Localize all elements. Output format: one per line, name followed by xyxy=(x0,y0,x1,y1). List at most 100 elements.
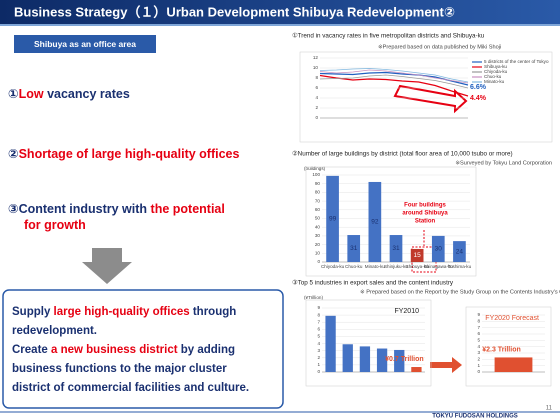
y-tick-label: 0 xyxy=(315,115,318,120)
panel-label: FY2020 Forecast xyxy=(485,315,539,322)
summary-text: Supply large high-quality offices throug… xyxy=(12,306,236,318)
plot-frame xyxy=(305,299,432,387)
y-tick-label: 6 xyxy=(315,85,318,90)
bar xyxy=(359,346,371,372)
y-axis-label: (buildings) xyxy=(304,166,326,171)
y-tick-label: 60 xyxy=(315,207,321,212)
y-tick-label: 12 xyxy=(313,55,319,60)
x-tick-label: Chiyoda-ku xyxy=(321,264,345,269)
y-tick-label: 30 xyxy=(315,233,321,238)
summary-text: redevelopment. xyxy=(12,325,97,337)
y-tick-label: 2 xyxy=(477,357,480,362)
chart-note: ※ Prepared based on the Report by the St… xyxy=(360,289,560,295)
text-run: ② xyxy=(8,147,19,161)
bar xyxy=(342,344,353,372)
y-tick-label: 70 xyxy=(315,198,321,203)
y-tick-label: 3 xyxy=(317,348,320,353)
y-tick-label: 7 xyxy=(317,319,320,324)
text-run: Low xyxy=(19,87,44,101)
point-text: ②Shortage of large high-quality offices xyxy=(8,147,239,161)
y-tick-label: 3 xyxy=(477,350,480,355)
summary-text: business functions to the major cluster xyxy=(12,363,227,375)
y-tick-label: 90 xyxy=(315,181,321,186)
data-label: ¥2.3 Trillion xyxy=(482,346,521,353)
text-run: Create xyxy=(12,344,51,356)
text-run: vacancy rates xyxy=(44,87,130,101)
header-rule xyxy=(0,24,560,26)
text-run: ① xyxy=(8,87,19,101)
text-run: for growth xyxy=(24,218,86,232)
panel-label: FY2010 xyxy=(394,308,419,315)
text-run: through xyxy=(190,306,237,318)
y-tick-label: 8 xyxy=(315,75,318,80)
data-label: 99 xyxy=(329,216,337,223)
legend-label: 5 districts of the center of Tokyo xyxy=(484,59,549,64)
y-tick-label: 1 xyxy=(477,363,480,368)
y-tick-label: 7 xyxy=(477,325,480,330)
summary-box xyxy=(2,289,284,409)
bar xyxy=(394,349,405,372)
y-tick-label: 6 xyxy=(317,327,320,332)
y-tick-label: 9 xyxy=(477,312,480,317)
plot-frame xyxy=(465,306,552,387)
title: Business Strategy（１）Urban Development Sh… xyxy=(14,4,455,19)
legend-label: Shibuya-ku xyxy=(484,64,507,69)
x-tick-label: Minato-ku xyxy=(365,264,386,269)
annotation: Station xyxy=(415,219,436,225)
series-line xyxy=(319,74,469,89)
text-run: Supply xyxy=(12,306,54,318)
series-line xyxy=(319,74,469,97)
tag-box xyxy=(14,35,156,53)
down-arrow xyxy=(82,248,132,284)
series-line xyxy=(319,68,469,83)
annotation: around Shibuya xyxy=(402,211,448,217)
bar xyxy=(376,348,388,372)
x-tick-label: Chuo-ku xyxy=(345,264,363,269)
y-tick-label: 40 xyxy=(315,224,321,229)
trend-arrow xyxy=(393,84,468,114)
summary-text: Create a new business district by adding xyxy=(12,344,235,356)
spacer xyxy=(427,310,437,328)
y-tick-label: 50 xyxy=(315,216,321,221)
chart-title: ②Number of large buildings by district (… xyxy=(292,151,513,158)
x-tick-label: Shinjuku-ku xyxy=(384,264,408,269)
y-tick-label: 6 xyxy=(477,331,480,336)
y-tick-label: 1 xyxy=(317,362,320,367)
y-tick-label: 0 xyxy=(317,259,320,264)
data-label: 15 xyxy=(414,252,422,259)
x-tick-label: Shibuya-ku xyxy=(406,264,429,269)
header-band xyxy=(0,0,560,24)
data-label: 6.6% xyxy=(470,84,487,91)
y-tick-label: 9 xyxy=(317,305,320,310)
bar xyxy=(325,315,336,372)
page-number: 11 xyxy=(546,406,553,412)
point-text: ①Low vacancy rates xyxy=(8,87,130,101)
chart-title: ①Trend in vacancy rates in five metropol… xyxy=(292,33,485,40)
chart-note: ※Prepared based on data published by Mik… xyxy=(378,44,501,50)
bar xyxy=(431,235,445,262)
y-tick-label: 100 xyxy=(312,172,320,177)
data-label: 31 xyxy=(392,245,400,252)
y-tick-label: 8 xyxy=(317,312,320,317)
x-tick-label: Shinagawa-ku xyxy=(424,264,454,269)
x-tick-label: Toshima-ku xyxy=(448,264,472,269)
y-tick-label: 4 xyxy=(317,341,320,346)
legend-label: Chiyoda-ku xyxy=(484,69,508,74)
series-line xyxy=(319,69,469,84)
bar xyxy=(368,181,382,262)
tag: Shibuya as an office area xyxy=(34,39,136,49)
bar xyxy=(453,241,466,262)
text-run: a new business district xyxy=(51,344,178,356)
y-tick-label: 4 xyxy=(477,344,480,349)
y-axis-label: (¥Trillion) xyxy=(304,295,323,300)
text-run: ③Content industry with xyxy=(8,202,151,216)
data-label: 4.4% xyxy=(470,95,487,102)
y-tick-label: 10 xyxy=(315,251,321,256)
y-tick-label: 2 xyxy=(315,105,318,110)
text-run: district of commercial facilities and cu… xyxy=(12,382,249,394)
legend-label: Minato-ku xyxy=(484,79,505,84)
text-run: Shortage of large high-quality offices xyxy=(19,147,240,161)
bar xyxy=(494,357,533,372)
plot-frame xyxy=(299,51,553,143)
